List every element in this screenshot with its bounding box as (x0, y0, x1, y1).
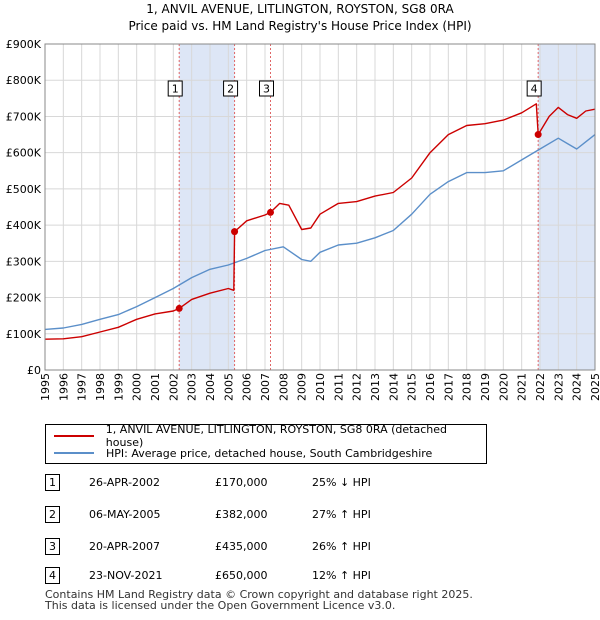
x-tick-label: 2010 (314, 373, 327, 401)
x-tick-label: 2015 (406, 373, 419, 401)
transaction-hpi-delta: 26% ↑ HPI (312, 540, 371, 553)
x-tick-label: 1996 (57, 373, 70, 401)
transaction-price: £170,000 (215, 476, 268, 489)
transaction-hpi-delta: 25% ↓ HPI (312, 476, 371, 489)
x-tick-label: 2007 (259, 373, 272, 401)
y-tick-label: £500K (6, 183, 42, 196)
x-tick-label: 2005 (222, 373, 235, 401)
sale-badge-label: 1 (172, 83, 179, 96)
transaction-hpi-delta: 27% ↑ HPI (312, 508, 371, 521)
legend-property-swatch (54, 435, 94, 437)
sale-point (267, 208, 274, 216)
sale-badge-box (526, 80, 542, 97)
x-tick-label: 2009 (296, 373, 309, 401)
chart-subtitle: Price paid vs. HM Land Registry's House … (128, 19, 471, 33)
y-tick-label: £400K (6, 219, 42, 232)
x-tick-label: 2019 (479, 373, 492, 401)
transaction-number-badge: 1 (45, 474, 60, 491)
footer: Contains HM Land Registry data © Crown c… (45, 589, 473, 611)
x-tick-label: 2000 (131, 373, 144, 401)
plot-frame (44, 43, 596, 371)
sale-badge-box (223, 80, 239, 97)
footer-copyright: Contains HM Land Registry data © Crown c… (45, 588, 473, 601)
y-tick-label: £700K (6, 110, 42, 123)
legend-hpi-label: HPI: Average price, detached house, Sout… (106, 446, 433, 460)
property-price-line (44, 103, 596, 340)
y-tick-label: £300K (6, 255, 42, 268)
x-tick-label: 1999 (112, 373, 125, 401)
x-tick-label: 1995 (39, 373, 52, 401)
x-tick-label: 2022 (534, 373, 547, 401)
legend: 1, ANVIL AVENUE, LITLINGTON, ROYSTON, SG… (45, 423, 487, 464)
hpi-line (44, 134, 596, 331)
transaction-price: £435,000 (215, 540, 268, 553)
sale-badge-box (167, 80, 183, 97)
sale-badge-label: 3 (263, 83, 270, 96)
x-tick-label: 2023 (552, 373, 565, 401)
transaction-price: £382,000 (215, 508, 268, 521)
x-tick-label: 2011 (332, 373, 345, 401)
sale-point (231, 228, 239, 236)
x-tick-label: 2012 (351, 373, 364, 401)
legend-property-label: 1, ANVIL AVENUE, LITLINGTON, ROYSTON, SG… (105, 423, 447, 449)
x-tick-label: 2016 (424, 373, 437, 401)
x-tick-label: 2006 (241, 373, 254, 401)
transaction-date: 06-MAY-2005 (89, 508, 161, 521)
ownership-shade (538, 44, 595, 370)
transaction-price: £650,000 (215, 569, 268, 582)
x-tick-label: 2002 (167, 373, 180, 401)
sale-point (175, 304, 183, 312)
sale-badge-label: 2 (227, 83, 234, 96)
sale-badge-label: 4 (531, 83, 538, 96)
x-tick-label: 2021 (516, 373, 529, 401)
x-tick-label: 1998 (94, 373, 107, 401)
x-tick-label: 2018 (461, 373, 474, 401)
sale-badge-box (259, 80, 274, 97)
x-tick-label: 2013 (369, 373, 382, 401)
y-tick-label: £200K (6, 292, 42, 305)
sale-point (534, 131, 542, 139)
transaction-hpi-delta: 12% ↑ HPI (312, 569, 371, 582)
y-tick-label: £900K (6, 38, 42, 51)
x-tick-label: 2020 (497, 373, 510, 401)
transaction-number-badge: 3 (45, 538, 60, 555)
y-tick-label: £800K (6, 74, 42, 87)
price-chart: 1, ANVIL AVENUE, LITLINGTON, ROYSTON, SG… (6, 2, 600, 401)
transaction-date: 23-NOV-2021 (89, 569, 163, 582)
y-tick-label: £600K (6, 147, 42, 160)
x-tick-label: 2014 (387, 373, 400, 401)
transaction-number-badge: 2 (45, 506, 60, 523)
x-tick-label: 2008 (277, 373, 290, 401)
transaction-date: 20-APR-2007 (89, 540, 161, 553)
x-tick-label: 2025 (589, 373, 600, 401)
legend-hpi-swatch (54, 452, 94, 454)
x-tick-label: 2004 (204, 373, 217, 401)
x-tick-label: 2001 (149, 373, 162, 401)
y-tick-label: £100K (6, 328, 42, 341)
transaction-date: 26-APR-2002 (89, 476, 161, 489)
footer-licence: This data is licensed under the Open Gov… (45, 599, 396, 612)
x-tick-label: 2024 (571, 373, 584, 401)
y-tick-label: £0 (27, 364, 41, 377)
x-tick-label: 2017 (442, 373, 455, 401)
x-tick-label: 2003 (186, 373, 199, 401)
ownership-shade (179, 44, 235, 370)
transaction-number-badge: 4 (45, 567, 60, 584)
x-tick-label: 1997 (76, 373, 89, 401)
chart-title: 1, ANVIL AVENUE, LITLINGTON, ROYSTON, SG… (146, 2, 454, 16)
